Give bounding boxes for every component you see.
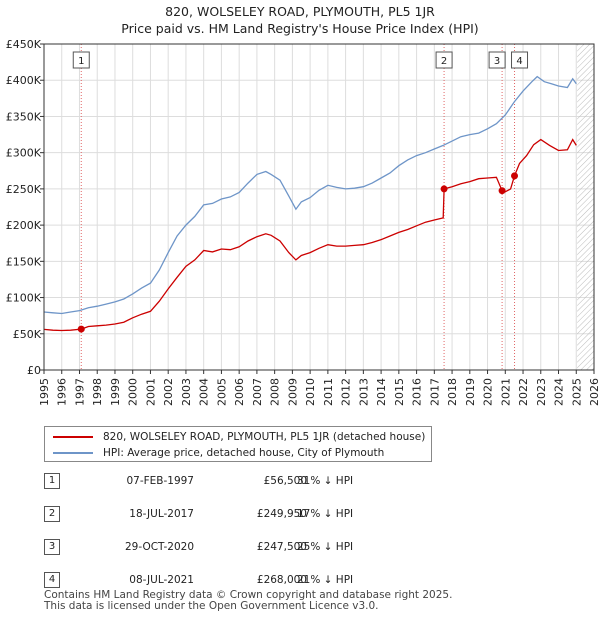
y-tick-label: £0	[27, 364, 41, 377]
event-badge-box	[435, 51, 453, 69]
legend: 820, WOLSELEY ROAD, PLYMOUTH, PL5 1JR (d…	[44, 426, 432, 462]
event-badges: 1 2 3 4	[72, 51, 529, 69]
x-tick-label: 2005	[215, 378, 228, 406]
future-hatch-area	[577, 44, 594, 370]
x-tick-label: 2025	[570, 378, 583, 406]
footer-licence: This data is licensed under the Open Gov…	[44, 600, 379, 612]
legend-item-hpi: HPI: Average price, detached house, City…	[53, 445, 384, 461]
sale-number-badge: 3	[44, 539, 60, 555]
sale-hpi-diff: 21% ↓ HPI	[297, 574, 354, 586]
x-tick-label: 2008	[269, 378, 282, 406]
chart-title: 820, WOLSELEY ROAD, PLYMOUTH, PL5 1JR Pr…	[0, 3, 600, 37]
event-badge-4: 4	[511, 51, 529, 69]
sale-price: £247,500	[256, 541, 307, 553]
x-tick-label: 2020	[482, 378, 495, 406]
footer-copyright: Contains HM Land Registry data © Crown c…	[44, 589, 453, 601]
x-tick-label: 2009	[286, 378, 299, 406]
event-badge-label: 3	[494, 56, 500, 67]
x-tick-label: 2023	[535, 378, 548, 406]
x-tick-label: 1995	[38, 378, 51, 406]
y-tick-label: £350K	[6, 110, 42, 123]
x-tick-label: 2024	[553, 378, 566, 406]
sale-hpi-diff: 17% ↓ HPI	[297, 508, 354, 520]
x-tick-label: 2014	[375, 378, 388, 406]
sale-date: 18-JUL-2017	[129, 508, 194, 520]
event-badge-1: 1	[72, 51, 90, 69]
event-badge-label: 1	[78, 56, 84, 67]
x-tick-label: 1996	[56, 378, 69, 406]
x-tick-label: 2001	[144, 378, 157, 406]
title-line-2: Price paid vs. HM Land Registry's House …	[121, 21, 479, 36]
sale-date: 29-OCT-2020	[125, 541, 194, 553]
sale-price: £268,000	[256, 574, 307, 586]
event-badge-3: 3	[488, 51, 506, 69]
sale-marker-3	[498, 187, 506, 195]
legend-label-price: 820, WOLSELEY ROAD, PLYMOUTH, PL5 1JR (d…	[103, 431, 426, 443]
legend-swatch-price	[53, 436, 93, 438]
x-tick-label: 2006	[233, 378, 246, 406]
x-tick-label: 2017	[428, 378, 441, 406]
x-tick-label: 2011	[322, 378, 335, 406]
x-tick-label: 2016	[411, 378, 424, 406]
table-row: 1 07-FEB-1997 £56,500 31% ↓ HPI	[44, 473, 424, 491]
event-badge-2: 2	[435, 51, 453, 69]
x-tick-label: 2012	[340, 378, 353, 406]
sale-date: 08-JUL-2021	[129, 574, 194, 586]
title-line-1: 820, WOLSELEY ROAD, PLYMOUTH, PL5 1JR	[165, 4, 435, 19]
legend-label-hpi: HPI: Average price, detached house, City…	[103, 447, 385, 459]
legend-swatch-hpi	[53, 452, 93, 454]
price-chart: £0 £50K £100K £150K £200K £250K £300K £350K £400…	[6, 38, 600, 406]
x-tick-label: 1997	[73, 378, 86, 406]
sale-hpi-diff: 31% ↓ HPI	[297, 475, 354, 487]
y-tick-label: £150K	[6, 255, 42, 268]
table-row: 3 29-OCT-2020 £247,500 25% ↓ HPI	[44, 539, 424, 557]
y-tick-label: £50K	[13, 328, 42, 341]
y-tick-label: £300K	[6, 147, 42, 160]
sale-marker-4	[511, 172, 519, 180]
x-tick-label: 2007	[251, 378, 264, 406]
x-tick-label: 2022	[517, 378, 530, 406]
x-tick-label: 2026	[588, 378, 600, 406]
sale-marker-2	[440, 185, 448, 193]
x-tick-label: 2013	[357, 378, 370, 406]
sale-hpi-diff: 25% ↓ HPI	[297, 541, 354, 553]
event-badge-box	[511, 51, 529, 69]
sale-marker-1	[77, 325, 85, 333]
footer: Contains HM Land Registry data © Crown c…	[44, 590, 452, 612]
y-tick-label: £250K	[6, 183, 42, 196]
x-tick-label: 2018	[446, 378, 459, 406]
sale-markers	[77, 172, 519, 333]
x-tick-label: 2021	[499, 378, 512, 406]
x-tick-label: 2002	[162, 378, 175, 406]
table-row: 4 08-JUL-2021 £268,000 21% ↓ HPI	[44, 572, 424, 590]
x-tick-label: 1999	[109, 378, 122, 406]
sale-number-badge: 1	[44, 473, 60, 489]
y-tick-label: £450K	[6, 38, 42, 51]
x-tick-label: 2003	[180, 378, 193, 406]
x-tick-label: 1998	[91, 378, 104, 406]
x-tick-label: 2010	[304, 378, 317, 406]
sale-price: £56,500	[263, 475, 307, 487]
x-tick-label: 2019	[464, 378, 477, 406]
x-tick-label: 2000	[127, 378, 140, 406]
event-badge-label: 2	[441, 56, 447, 67]
hpi-series-line	[43, 75, 577, 315]
x-axis-ticks: 1995 1996 1997 1998 1999 2000 2001 2002 2003 2004…	[38, 370, 600, 406]
sale-price: £249,950	[256, 508, 307, 520]
event-badge-box	[488, 51, 506, 69]
legend-item-price: 820, WOLSELEY ROAD, PLYMOUTH, PL5 1JR (d…	[53, 429, 425, 445]
plot-frame	[43, 43, 595, 371]
y-tick-label: £200K	[6, 219, 42, 232]
y-tick-label: £100K	[6, 292, 42, 305]
event-badge-box	[72, 51, 90, 69]
table-row: 2 18-JUL-2017 £249,950 17% ↓ HPI	[44, 506, 424, 524]
sale-date: 07-FEB-1997	[126, 475, 194, 487]
x-tick-label: 2004	[198, 378, 211, 406]
x-tick-label: 2015	[393, 378, 406, 406]
y-axis-ticks: £0 £50K £100K £150K £200K £250K £300K £350K £400…	[6, 38, 44, 377]
event-badge-label: 4	[516, 56, 522, 67]
y-tick-label: £400K	[6, 74, 42, 87]
sale-number-badge: 4	[44, 572, 60, 588]
sale-number-badge: 2	[44, 506, 60, 522]
